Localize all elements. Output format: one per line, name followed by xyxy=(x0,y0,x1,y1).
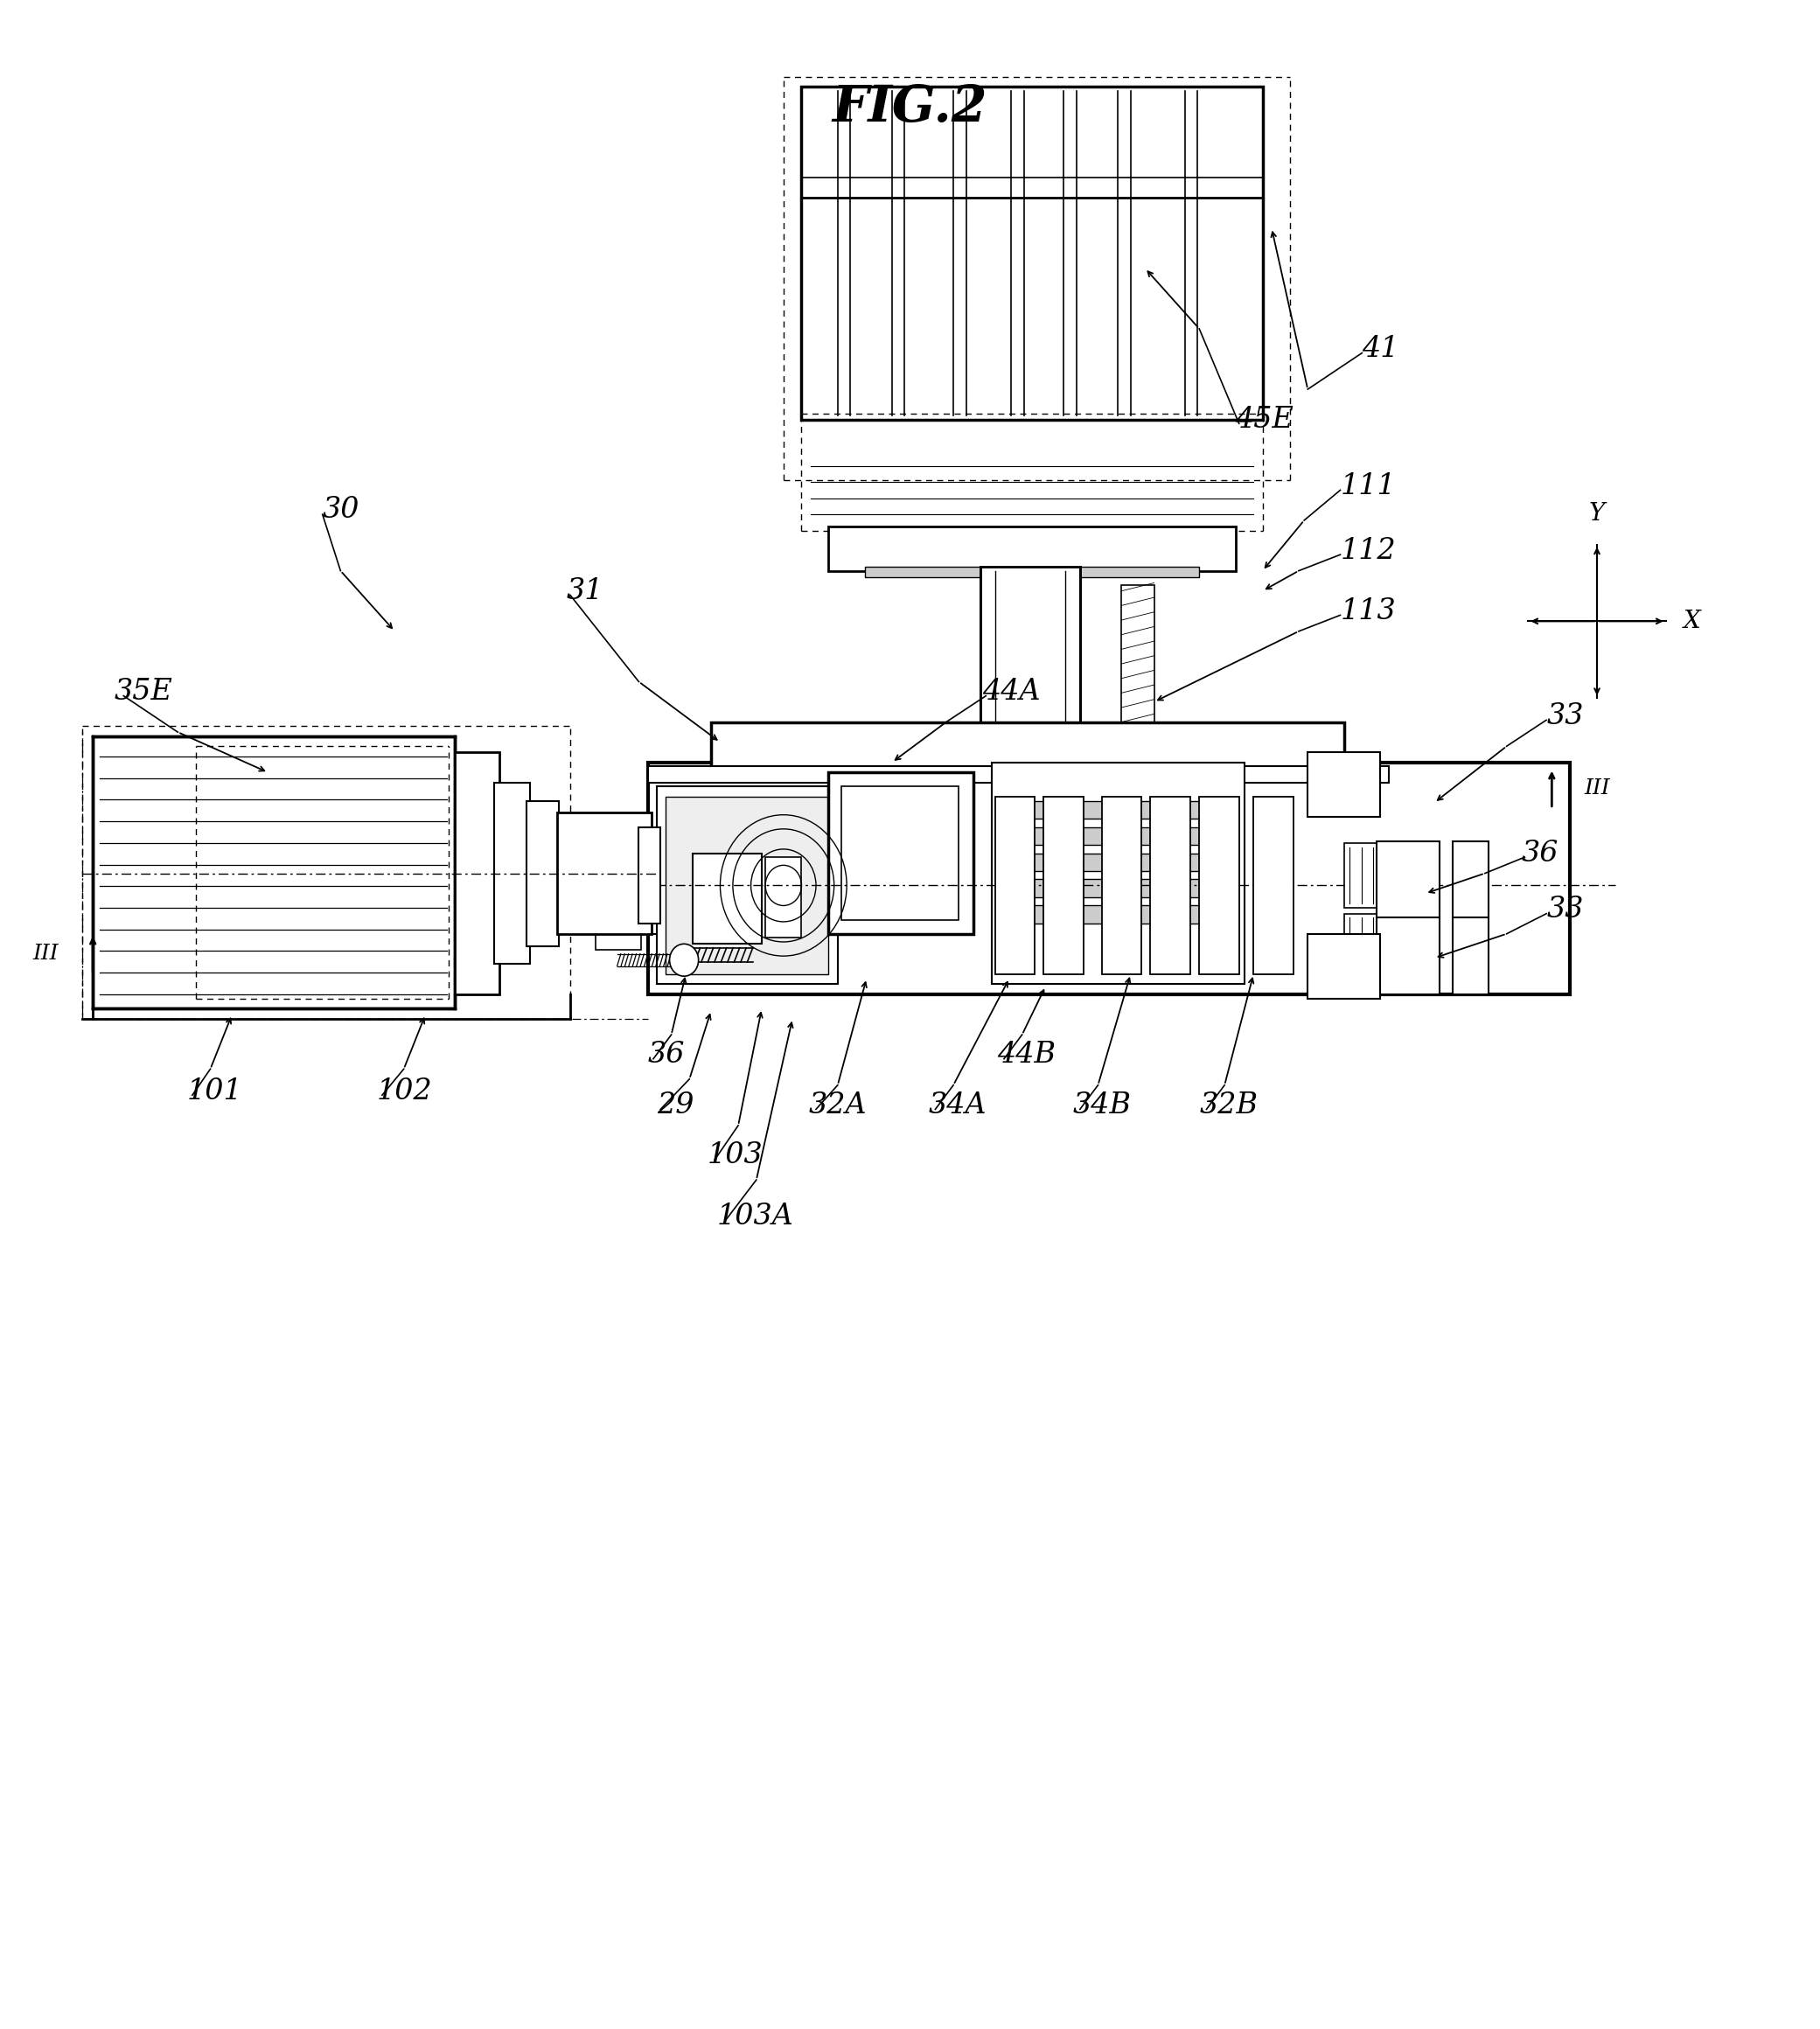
Bar xyxy=(1309,753,1380,818)
Bar xyxy=(841,787,959,919)
Bar xyxy=(992,763,1245,984)
Bar xyxy=(712,722,1343,773)
Text: 36: 36 xyxy=(1522,840,1558,866)
Bar xyxy=(1199,797,1239,974)
Bar xyxy=(1343,844,1431,907)
Bar xyxy=(1150,797,1190,974)
Text: 103A: 103A xyxy=(717,1203,794,1230)
Bar xyxy=(557,820,593,862)
Bar xyxy=(766,856,801,937)
Bar xyxy=(997,905,1223,923)
Bar xyxy=(864,566,1199,576)
Bar xyxy=(1101,797,1141,974)
Bar xyxy=(557,858,593,903)
Text: Y: Y xyxy=(1589,501,1605,526)
Bar xyxy=(819,726,1254,777)
Text: III: III xyxy=(33,943,58,964)
Bar xyxy=(1376,842,1440,917)
Bar xyxy=(648,763,1571,994)
Bar xyxy=(997,852,1223,870)
Text: 35E: 35E xyxy=(115,678,173,706)
Text: 111: 111 xyxy=(1340,473,1396,499)
Bar xyxy=(595,822,641,950)
Bar xyxy=(1254,797,1294,974)
Bar xyxy=(1309,933,1380,998)
Text: 31: 31 xyxy=(566,576,604,605)
Text: 30: 30 xyxy=(322,497,360,523)
Text: 32B: 32B xyxy=(1199,1092,1258,1120)
Bar xyxy=(526,801,559,946)
Bar xyxy=(828,773,974,933)
Text: III: III xyxy=(1585,779,1611,799)
Bar xyxy=(828,526,1236,570)
Bar xyxy=(997,879,1223,897)
Text: FIG.2: FIG.2 xyxy=(832,83,988,132)
Bar xyxy=(455,753,501,994)
Text: 44A: 44A xyxy=(983,678,1041,706)
Bar xyxy=(495,783,530,964)
Bar xyxy=(93,737,455,1008)
Bar xyxy=(1452,842,1489,917)
Text: 34B: 34B xyxy=(1072,1092,1132,1120)
Bar xyxy=(1121,584,1154,726)
Text: 44B: 44B xyxy=(997,1041,1056,1069)
Bar xyxy=(1376,917,1440,994)
Text: 33: 33 xyxy=(1547,702,1583,730)
Text: 34A: 34A xyxy=(928,1092,986,1120)
Bar xyxy=(801,87,1263,420)
Bar xyxy=(581,838,657,933)
Bar xyxy=(639,828,661,923)
Bar xyxy=(997,801,1223,820)
Bar xyxy=(1452,917,1489,994)
Bar xyxy=(648,767,1389,783)
Text: 45E: 45E xyxy=(1236,406,1294,434)
Text: 29: 29 xyxy=(657,1092,693,1120)
Bar xyxy=(997,828,1223,846)
Bar xyxy=(981,566,1079,732)
Text: 33: 33 xyxy=(1547,895,1583,923)
Text: 101: 101 xyxy=(187,1077,242,1106)
Text: 103: 103 xyxy=(708,1142,763,1169)
Text: 112: 112 xyxy=(1340,536,1396,564)
Text: 41: 41 xyxy=(1361,335,1400,363)
Text: 113: 113 xyxy=(1340,597,1396,625)
Bar xyxy=(657,787,837,984)
Text: 36: 36 xyxy=(648,1041,684,1069)
Text: 32A: 32A xyxy=(808,1092,866,1120)
Bar xyxy=(557,814,652,933)
Bar xyxy=(1045,797,1083,974)
Bar xyxy=(1343,913,1431,978)
Bar xyxy=(996,797,1036,974)
Bar xyxy=(666,797,828,974)
Bar xyxy=(693,852,763,943)
Text: 102: 102 xyxy=(377,1077,433,1106)
Circle shape xyxy=(670,943,699,976)
Text: X: X xyxy=(1684,609,1702,633)
